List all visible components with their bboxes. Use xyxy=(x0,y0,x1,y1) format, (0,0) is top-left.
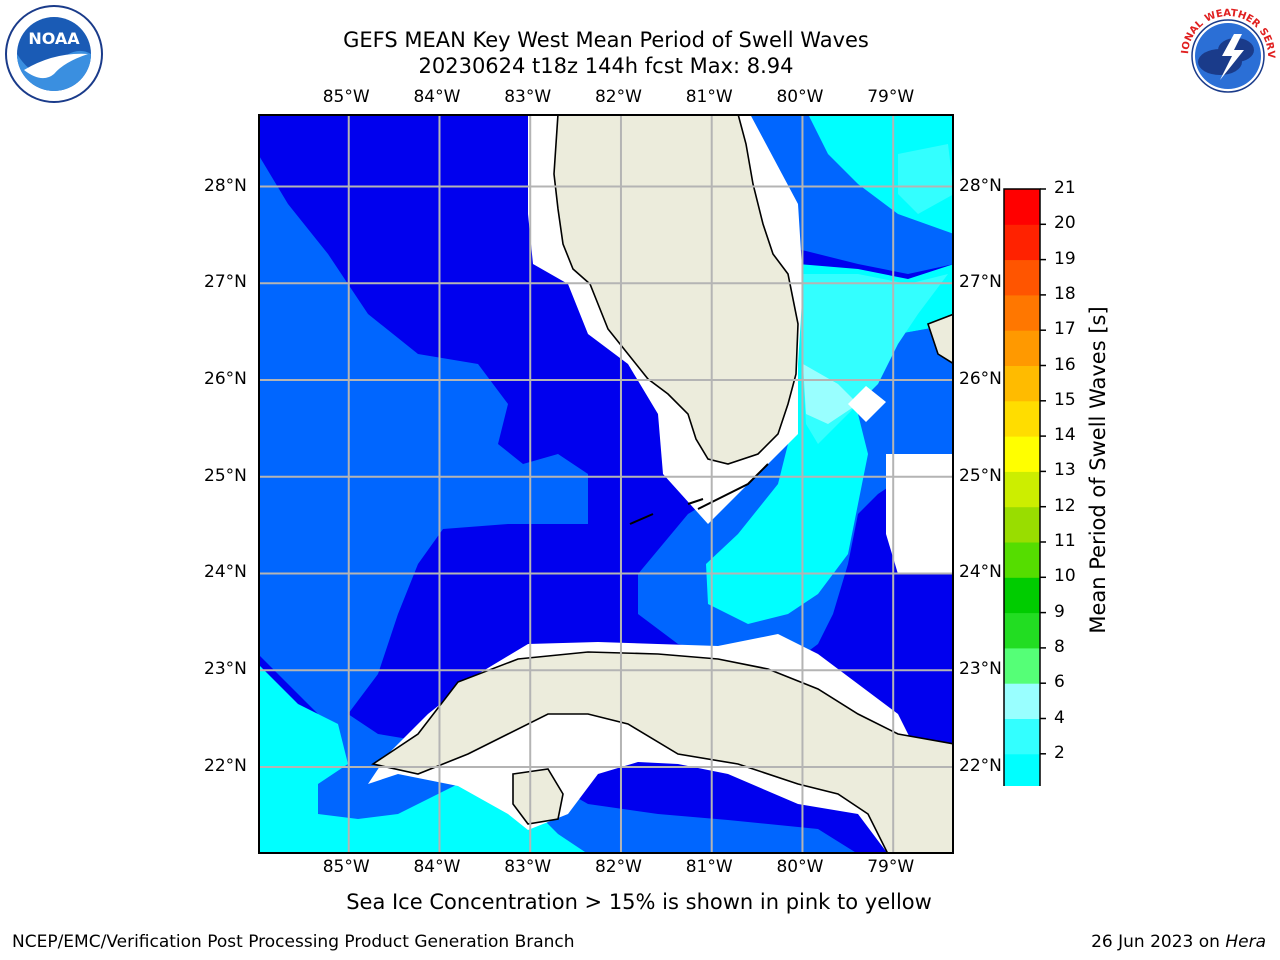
colorbar-segment xyxy=(1004,400,1040,437)
colorbar-segment xyxy=(1004,436,1040,472)
footer-date: 26 Jun 2023 on Hera xyxy=(1091,932,1266,952)
lon-label-bottom: 85°W xyxy=(322,857,370,877)
noaa-logo-icon: NOAA xyxy=(5,5,103,103)
colorbar-segment xyxy=(1004,294,1040,331)
colorbar-tick-label: 20 xyxy=(1054,213,1076,234)
lat-label-right: 22°N xyxy=(959,755,1002,776)
colorbar-segment xyxy=(1004,647,1040,684)
lat-label-left: 25°N xyxy=(204,465,247,486)
colorbar-tick-label: 2 xyxy=(1054,742,1065,763)
land-isla-juventud xyxy=(512,768,564,825)
lon-label-bottom: 82°W xyxy=(594,857,642,877)
colorbar-segment xyxy=(1004,753,1040,786)
colorbar-tick-label: 16 xyxy=(1054,354,1076,375)
colorbar-segment xyxy=(1004,224,1040,261)
land-andros xyxy=(926,313,954,365)
swell-period-map xyxy=(258,114,954,854)
lat-label-left: 26°N xyxy=(204,369,247,389)
lat-label-left: 23°N xyxy=(204,659,247,680)
footer-host: Hera xyxy=(1225,932,1266,952)
lon-label-bottom: 80°W xyxy=(776,857,824,877)
colorbar-segment xyxy=(1004,330,1040,366)
footer-credit: NCEP/EMC/Verification Post Processing Pr… xyxy=(12,932,575,952)
contour-8-9 xyxy=(803,364,858,424)
land-florida xyxy=(553,114,799,465)
colorbar-tick-label: 21 xyxy=(1054,178,1076,198)
nodata-bahamas xyxy=(848,386,886,422)
colorbar-tick-label: 13 xyxy=(1054,460,1076,481)
map-subtitle: 20230624 t18z 144h fcst Max: 8.94 xyxy=(418,54,794,78)
colorbar-tick-label: 17 xyxy=(1054,319,1076,340)
lat-label-right: 27°N xyxy=(959,272,1002,293)
lon-label-top: 83°W xyxy=(504,87,552,107)
lon-label-top: 85°W xyxy=(322,87,370,107)
lon-label-bottom: 83°W xyxy=(504,857,552,877)
lon-label-bottom: 84°W xyxy=(413,857,461,877)
sea-ice-note: Sea Ice Concentration > 15% is shown in … xyxy=(346,890,932,914)
contour-6-8-b xyxy=(898,144,954,214)
lat-label-right: 23°N xyxy=(959,659,1002,680)
colorbar-segment xyxy=(1004,189,1040,225)
lat-label-right: 28°N xyxy=(959,175,1002,196)
colorbar-tick-label: 11 xyxy=(1054,531,1076,551)
lon-label-bottom: 81°W xyxy=(685,857,733,877)
lat-label-right: 24°N xyxy=(959,562,1002,583)
colorbar-tick-label: 12 xyxy=(1054,495,1076,516)
lat-label-left: 22°N xyxy=(204,755,247,776)
colorbar-tick-label: 9 xyxy=(1054,601,1065,622)
colorbar xyxy=(1003,188,1046,786)
lat-label-left: 27°N xyxy=(204,272,247,293)
colorbar-tick-label: 15 xyxy=(1054,389,1076,410)
map-frame xyxy=(258,114,954,854)
colorbar-segment xyxy=(1004,259,1040,296)
lon-label-bottom: 79°W xyxy=(867,857,915,877)
colorbar-segment xyxy=(1004,471,1040,508)
colorbar-segment xyxy=(1004,365,1040,402)
lat-label-right: 26°N xyxy=(959,369,1002,389)
lon-label-top: 82°W xyxy=(594,87,642,107)
colorbar-tick-label: 14 xyxy=(1054,425,1076,446)
contour-4-6-east xyxy=(706,264,954,624)
nws-logo-icon: NATIONAL WEATHER SERVICE xyxy=(1176,4,1278,106)
land-keys xyxy=(629,463,769,525)
nodata-andros xyxy=(886,454,954,574)
colorbar-title: Mean Period of Swell Waves [s] xyxy=(1086,306,1110,634)
colorbar-tick-label: 18 xyxy=(1054,283,1076,304)
colorbar-segment xyxy=(1004,577,1040,614)
lon-label-top: 84°W xyxy=(413,87,461,107)
colorbar-segment xyxy=(1004,718,1040,755)
colorbar-tick-label: 10 xyxy=(1054,566,1076,587)
land-cuba xyxy=(370,651,954,854)
colorbar-tick-label: 8 xyxy=(1054,636,1065,657)
map-title: GEFS MEAN Key West Mean Period of Swell … xyxy=(343,28,869,52)
lat-label-left: 24°N xyxy=(204,562,247,583)
colorbar-segment xyxy=(1004,683,1040,719)
colorbar-tick-label: 4 xyxy=(1054,707,1065,728)
colorbar-segment xyxy=(1004,506,1040,543)
colorbar-tick-label: 19 xyxy=(1054,248,1076,269)
lon-label-top: 79°W xyxy=(867,87,915,107)
lat-label-left: 28°N xyxy=(204,175,247,196)
colorbar-tick-label: 6 xyxy=(1054,672,1065,693)
svg-text:NOAA: NOAA xyxy=(28,29,80,48)
colorbar-segment xyxy=(1004,542,1040,578)
lon-label-top: 80°W xyxy=(776,87,824,107)
lat-label-right: 25°N xyxy=(959,465,1002,486)
lon-label-top: 81°W xyxy=(685,87,733,107)
colorbar-segment xyxy=(1004,612,1040,649)
